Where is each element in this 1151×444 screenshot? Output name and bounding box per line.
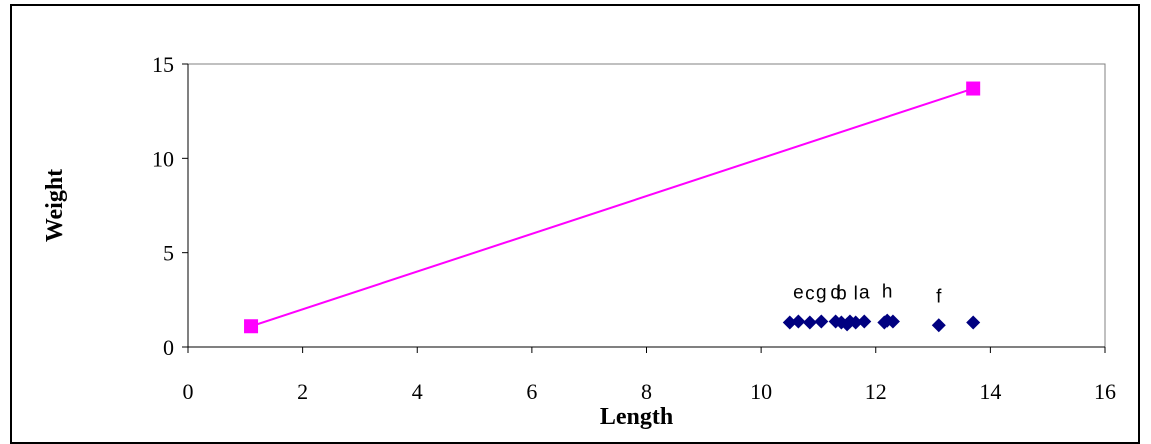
data-label: c: [805, 283, 815, 304]
data-label: l: [854, 283, 858, 304]
data-point-diamond: [782, 315, 797, 330]
plot-area-border: [187, 63, 1106, 348]
data-point-diamond: [966, 315, 981, 330]
y-tick-label: 10: [152, 146, 174, 171]
x-tick-label: 16: [1094, 379, 1116, 404]
data-label: f: [936, 286, 942, 307]
data-point-diamond: [885, 314, 900, 329]
data-point-diamond: [802, 315, 817, 330]
ticks: 0 2 4 6 8 10 12 14 16 0 5 10 15: [152, 52, 1116, 404]
data-point-diamond: [931, 318, 946, 333]
data-point-diamond: [814, 314, 829, 329]
y-tick-label: 0: [163, 335, 174, 360]
data-label: e: [793, 283, 804, 304]
data-point-diamond: [848, 315, 863, 330]
x-axis-title: Length: [600, 404, 673, 429]
x-tick-label: 8: [641, 379, 652, 404]
scatter-chart: 0 2 4 6 8 10 12 14 16 0 5 10 15 e c g db l a h f Length Wei…: [42, 52, 1116, 429]
x-tick-label: 14: [979, 379, 1001, 404]
series-1: [244, 81, 981, 334]
x-tick-label: 12: [865, 379, 887, 404]
y-axis-title: Weight: [42, 169, 68, 242]
data-label: d: [830, 283, 841, 304]
x-tick-label: 2: [297, 379, 308, 404]
data-point-diamond: [791, 314, 806, 329]
axes: [187, 63, 1106, 348]
data-point-diamond: [857, 314, 872, 329]
data-point-square: [244, 319, 259, 334]
x-tick-label: 10: [750, 379, 772, 404]
data-point-square: [966, 81, 981, 96]
series-2: e c g db l a h f: [782, 282, 981, 333]
y-tick-label: 15: [152, 52, 174, 77]
data-label: h: [882, 282, 893, 303]
data-label: g: [816, 283, 827, 304]
y-tick-label: 5: [163, 241, 174, 266]
data-label: a: [859, 283, 870, 304]
x-tick-label: 0: [183, 379, 194, 404]
series-line: [250, 87, 974, 328]
data-label: b: [836, 283, 847, 304]
x-tick-label: 4: [412, 379, 423, 404]
series-layer: e c g db l a h f: [244, 81, 981, 334]
x-tick-label: 6: [526, 379, 537, 404]
